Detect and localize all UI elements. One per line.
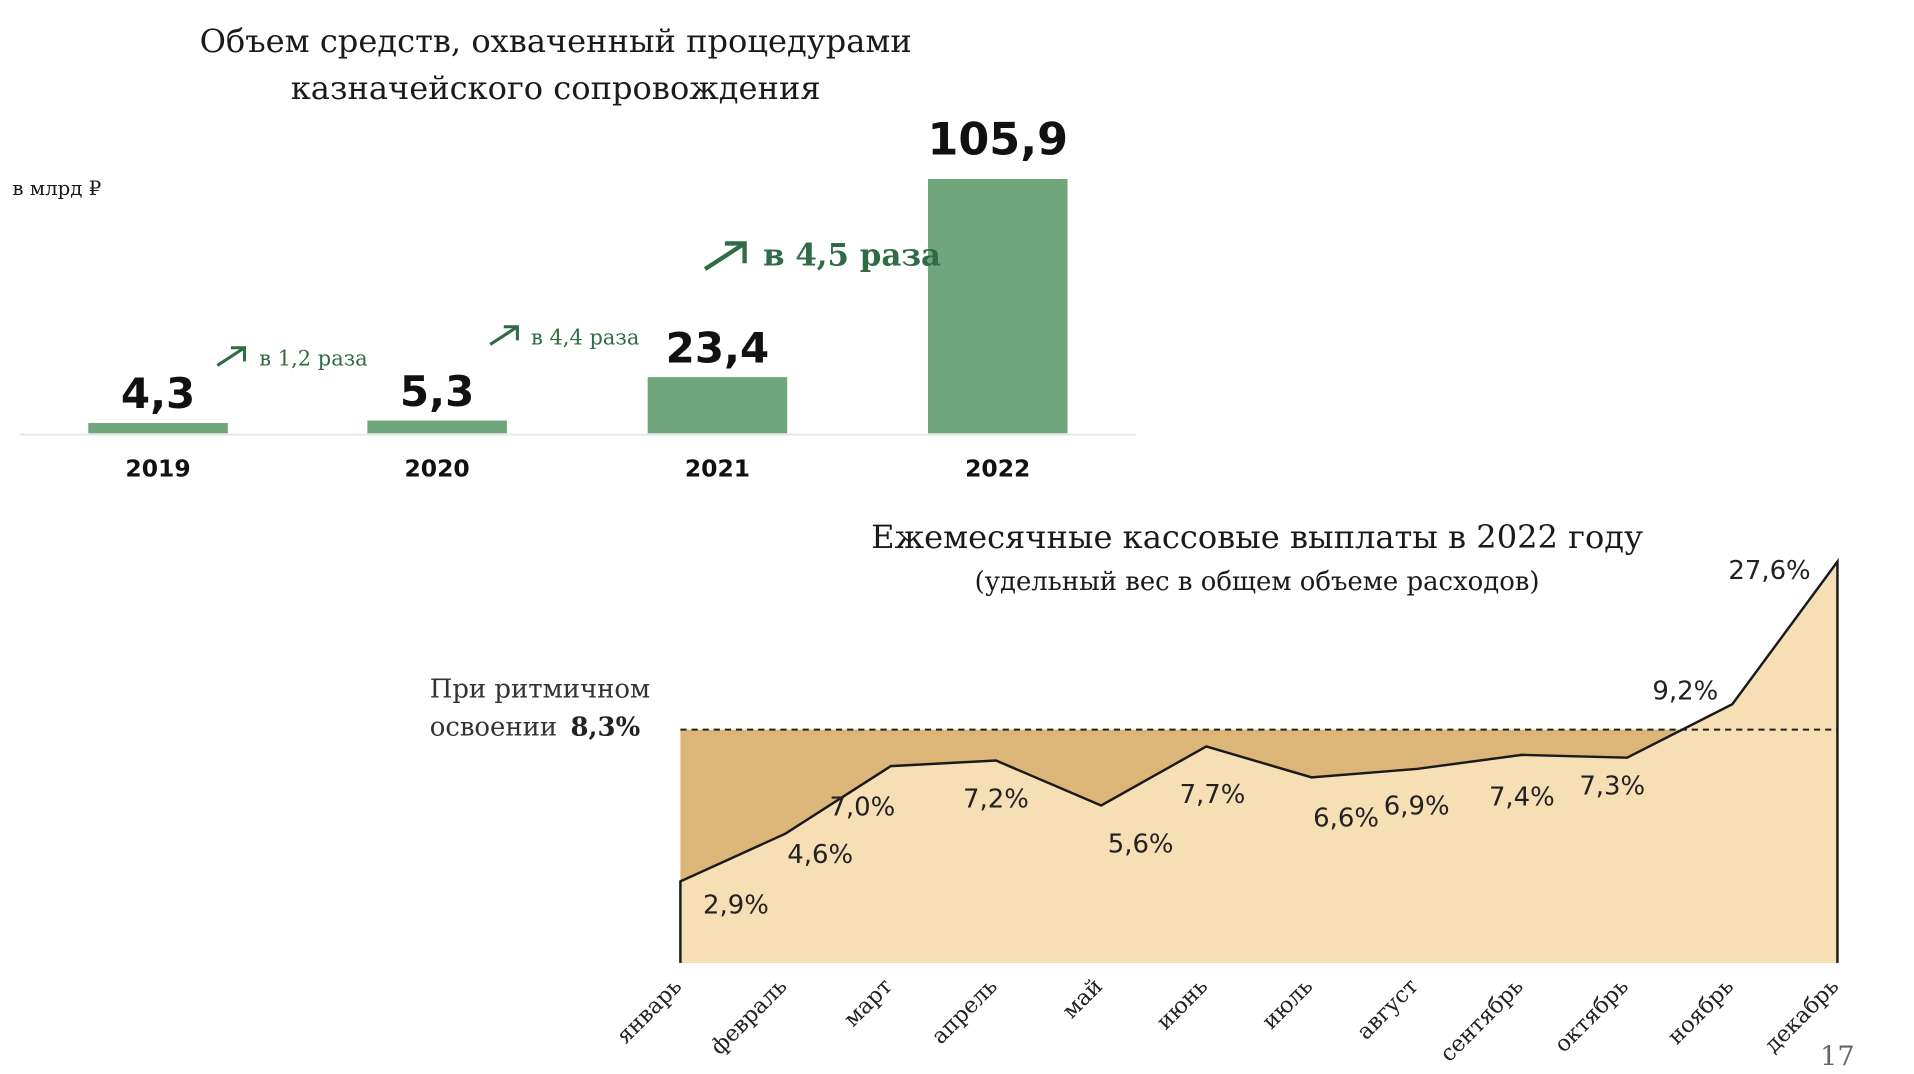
growth-arrow-icon-3: [703, 241, 747, 271]
month-label-январь: январь: [612, 973, 688, 1049]
month-label-апрель: апрель: [927, 973, 1003, 1049]
bar-chart-title-line-1: Объем средств, охваченный процедурами: [200, 22, 912, 60]
bar-2020: [367, 420, 507, 434]
month-label-май: май: [1057, 973, 1107, 1023]
value-label-июль: 6,6%: [1313, 804, 1379, 834]
value-label-октябрь: 7,3%: [1579, 772, 1645, 802]
month-label-август: август: [1352, 973, 1424, 1045]
value-label-август: 6,9%: [1384, 792, 1450, 822]
growth-arrow-icon-1: [216, 346, 247, 367]
value-label-февраль: 4,6%: [787, 840, 853, 870]
area-chart-title: Ежемесячные кассовые выплаты в 2022 году: [871, 518, 1643, 556]
category-label-2019: 2019: [125, 455, 190, 483]
value-label-ноябрь: 9,2%: [1652, 676, 1718, 706]
area-chart-subtitle: (удельный вес в общем объеме расходов): [975, 567, 1540, 597]
bar-2021: [647, 377, 788, 434]
category-label-2021: 2021: [685, 455, 750, 483]
month-label-июнь: июнь: [1151, 973, 1213, 1035]
month-label-июль: июль: [1257, 973, 1318, 1034]
value-label-2022: 105,9: [927, 114, 1068, 165]
growth-arrow-icon-2: [489, 325, 519, 346]
value-label-май: 5,6%: [1108, 829, 1174, 859]
value-label-март: 7,0%: [829, 793, 895, 823]
growth-annotation-1: в 1,2 раза: [259, 346, 367, 370]
month-label-ноябрь: ноябрь: [1663, 973, 1739, 1049]
bar-2019: [88, 422, 228, 434]
growth-annotation-2: в 4,4 раза: [531, 325, 639, 349]
category-label-2022: 2022: [965, 455, 1030, 483]
value-label-2019: 4,3: [121, 369, 195, 418]
month-label-март: март: [839, 973, 898, 1032]
value-label-2021: 23,4: [666, 323, 770, 372]
value-label-апрель: 7,2%: [963, 784, 1029, 814]
value-label-сентябрь: 7,4%: [1489, 782, 1555, 812]
bar-2022: [927, 179, 1068, 434]
value-label-январь: 2,9%: [703, 890, 769, 920]
month-label-февраль: февраль: [705, 973, 792, 1060]
reference-label-line-1: При ритмичном: [430, 674, 650, 704]
value-label-декабрь: 27,6%: [1728, 556, 1810, 586]
reference-label-line-2: освоении: [430, 713, 557, 743]
page-number: 17: [1820, 1041, 1855, 1072]
category-label-2020: 2020: [405, 455, 470, 483]
payments-line: [679, 557, 1839, 963]
bar-chart-title-line-2: казначейского сопровождения: [291, 69, 821, 107]
month-label-сентябрь: сентябрь: [1435, 973, 1529, 1067]
value-label-2020: 5,3: [400, 367, 474, 416]
month-label-октябрь: октябрь: [1549, 973, 1633, 1057]
reference-label-value: 8,3%: [570, 713, 640, 743]
growth-annotation-3: в 4,5 раза: [763, 237, 941, 273]
value-label-июнь: 7,7%: [1180, 780, 1246, 810]
unit-label: в млрд ₽: [12, 177, 101, 200]
